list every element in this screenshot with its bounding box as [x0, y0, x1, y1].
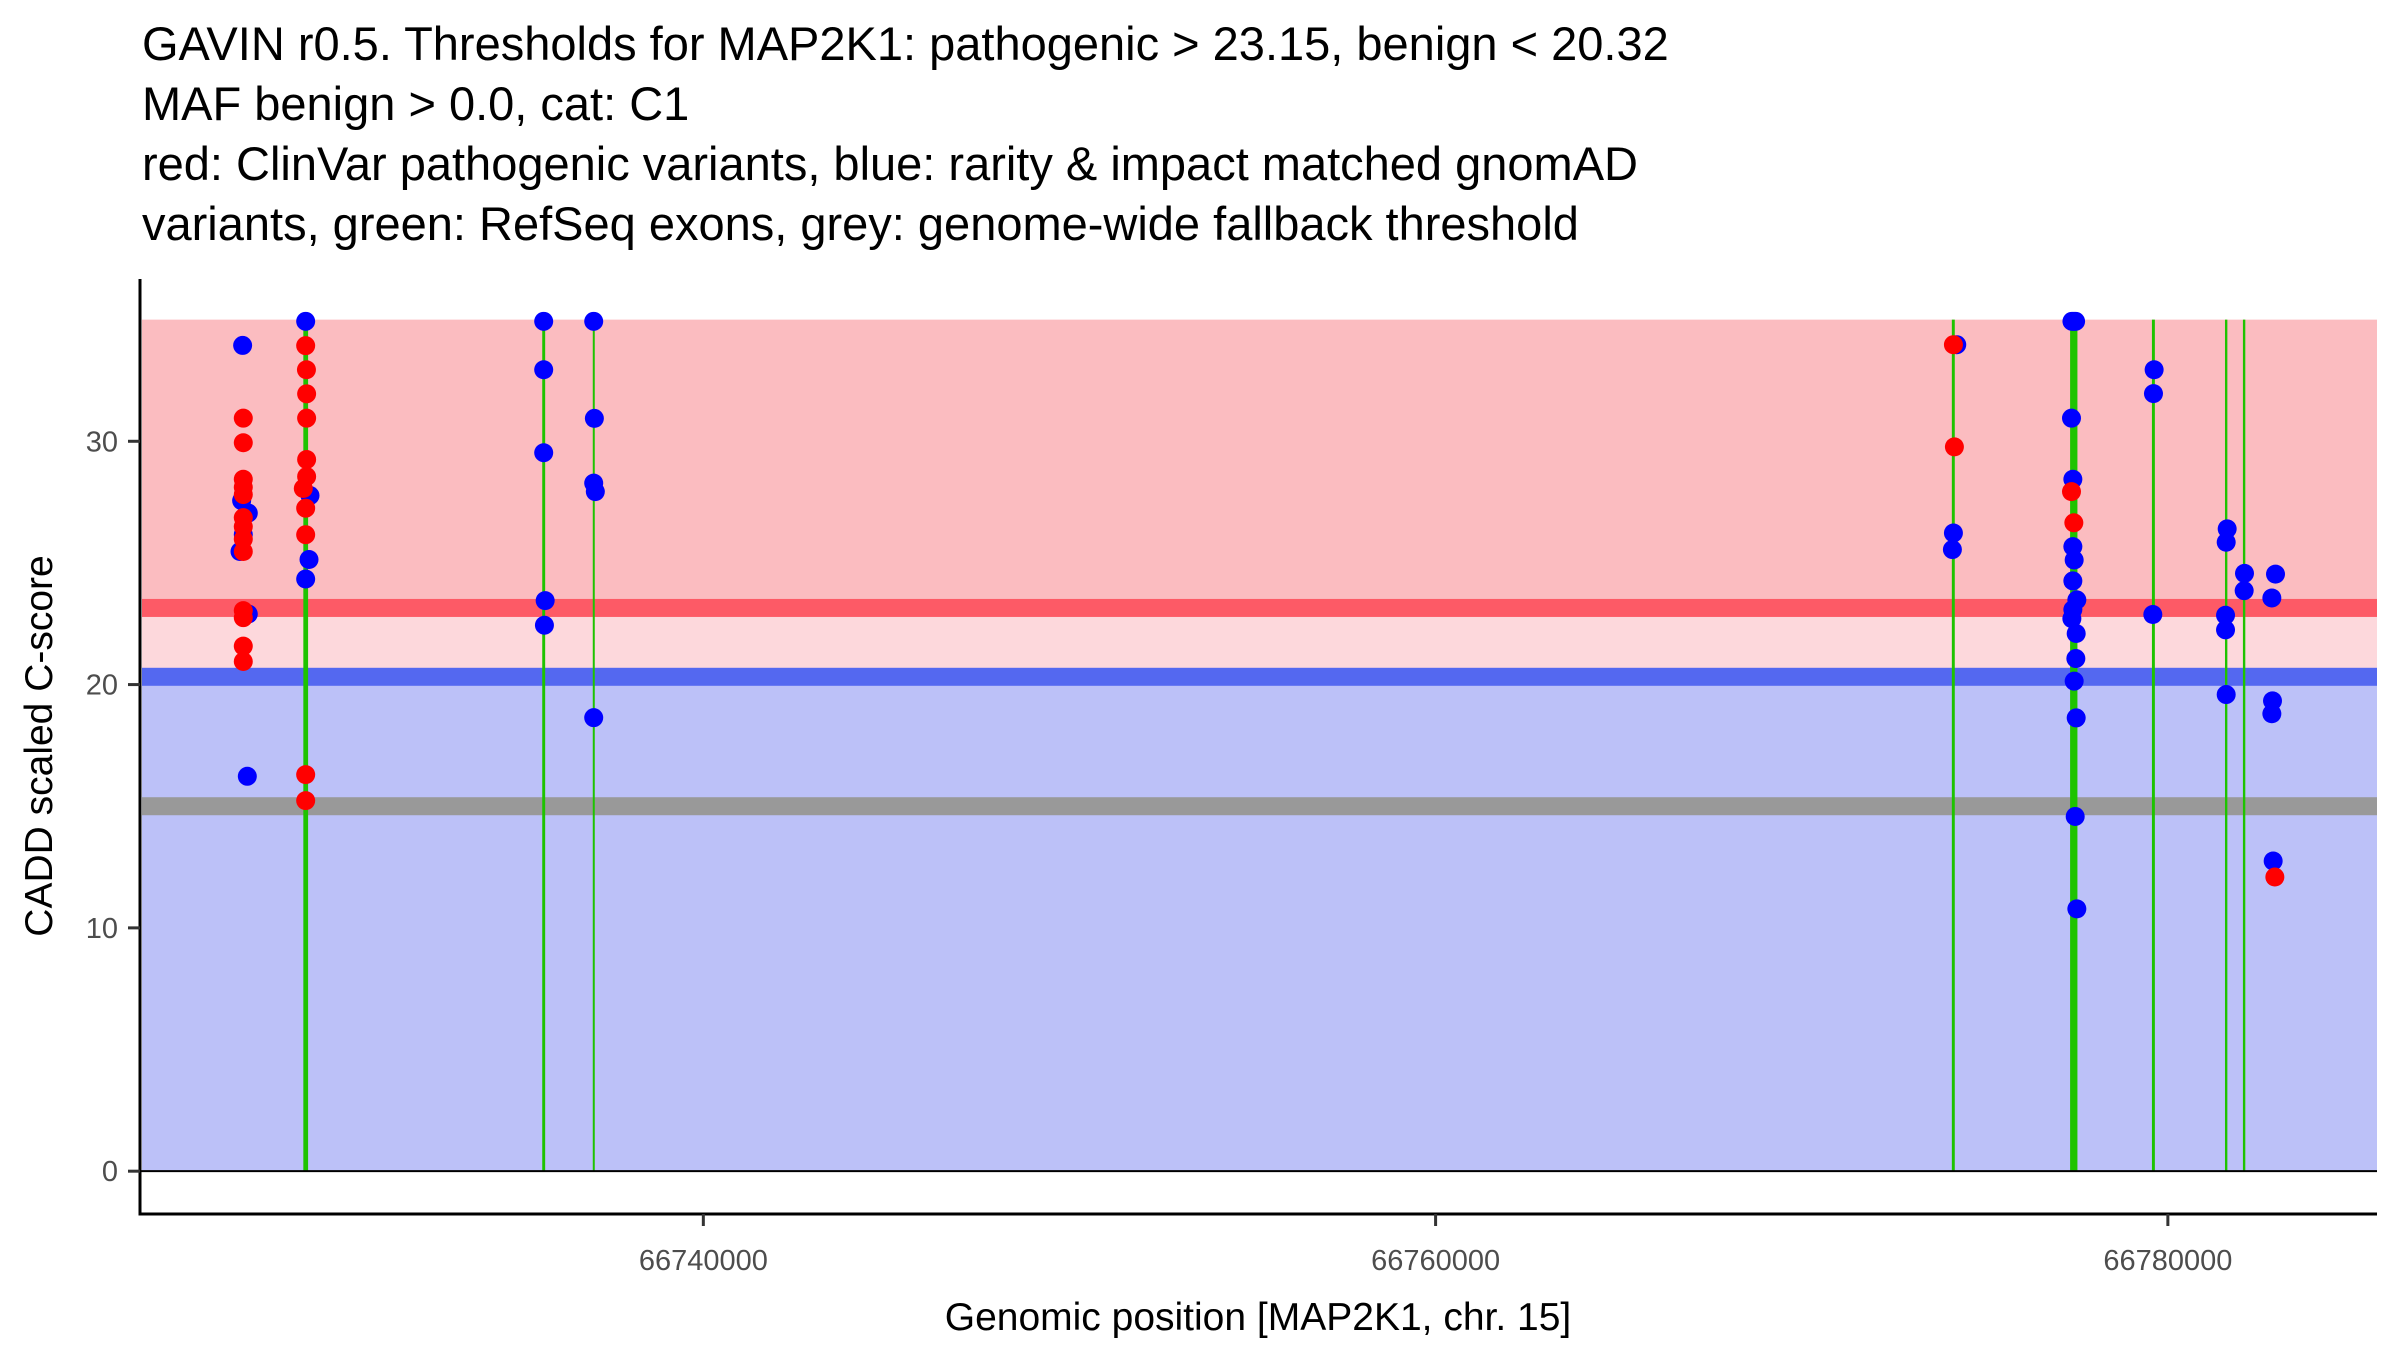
x-tick-label: 66760000: [1371, 1245, 1500, 1277]
y-tick-label: 10: [86, 913, 118, 945]
x-tick-label: 66780000: [2103, 1245, 2232, 1277]
variant-points: [230, 311, 2286, 919]
clinvar-point: [233, 433, 253, 453]
clinvar-point: [233, 636, 253, 656]
clinvar-point: [293, 478, 313, 498]
gnomad-point: [2066, 623, 2086, 643]
pathogenic-threshold-line: [142, 598, 2377, 617]
gnomad-point: [2062, 609, 2082, 629]
clinvar-point: [296, 765, 316, 785]
gnomad-point: [296, 311, 316, 331]
axes: [128, 279, 2377, 1226]
gnomad-point: [534, 443, 554, 463]
gnomad-point: [2066, 311, 2086, 331]
exon-line: [542, 319, 546, 1172]
gnomad-point: [534, 360, 554, 380]
gnomad-point: [584, 408, 604, 428]
gnomad-point: [2067, 899, 2087, 919]
clinvar-point: [233, 408, 253, 428]
gnomad-point: [2216, 532, 2236, 552]
gnomad-point: [2066, 649, 2086, 669]
threshold-bands: [142, 319, 2377, 1172]
exon-line: [303, 319, 309, 1172]
clinvar-point: [296, 791, 316, 811]
gnomad-point: [2064, 671, 2084, 691]
clinvar-point: [296, 525, 316, 545]
pathogenic-region: [142, 319, 2377, 608]
gnomad-point: [535, 591, 555, 611]
title-line-1: GAVIN r0.5. Thresholds for MAP2K1: patho…: [142, 17, 1669, 70]
gnomad-point: [2143, 605, 2163, 625]
exon-line: [1951, 319, 1955, 1172]
exon-line: [2070, 319, 2078, 1172]
exon-lines: [303, 319, 2246, 1172]
gnomad-point: [2263, 851, 2283, 871]
clinvar-point: [296, 336, 316, 356]
chart-title: GAVIN r0.5. Thresholds for MAP2K1: patho…: [142, 17, 1669, 250]
title-line-4: variants, green: RefSeq exons, grey: gen…: [142, 197, 1579, 250]
gnomad-point: [2063, 571, 2083, 591]
clinvar-point: [297, 450, 317, 470]
gnomad-point: [1942, 540, 1962, 560]
gnomad-point: [2262, 588, 2282, 608]
gnomad-point: [534, 615, 554, 635]
gnomad-point: [2144, 360, 2164, 380]
clinvar-point: [1944, 437, 1964, 457]
gnomad-point: [2234, 563, 2254, 583]
x-tick-label: 66740000: [639, 1245, 768, 1277]
clinvar-point: [2061, 482, 2081, 502]
exon-line: [2242, 319, 2246, 1172]
gnomad-point: [534, 311, 554, 331]
clinvar-point: [297, 408, 317, 428]
gnomad-point: [2216, 605, 2236, 625]
clinvar-point: [2265, 867, 2285, 887]
gnomad-point: [2065, 806, 2085, 826]
y-tick-label: 0: [102, 1156, 118, 1188]
gnomad-point: [584, 311, 604, 331]
clinvar-point: [297, 384, 317, 404]
fallback-threshold-line: [142, 797, 2377, 816]
clinvar-point: [233, 485, 253, 505]
gnomad-point: [2066, 708, 2086, 728]
gnomad-point: [2061, 408, 2081, 428]
intermediate-region: [142, 607, 2377, 677]
gnomad-point: [2262, 704, 2282, 724]
gnomad-point: [2216, 620, 2236, 640]
benign-region: [142, 676, 2377, 1172]
y-tick-label: 20: [86, 670, 118, 702]
clinvar-point: [2064, 513, 2084, 533]
gnomad-point: [584, 708, 604, 728]
gnomad-point: [2266, 564, 2286, 584]
gnomad-point: [296, 569, 316, 589]
gnomad-point: [2234, 581, 2254, 601]
gnomad-point: [1943, 523, 1963, 543]
gnomad-point: [2216, 685, 2236, 705]
clinvar-point: [233, 541, 253, 561]
benign-threshold-line: [142, 667, 2377, 686]
tick-labels: 0 10 20 30 66740000 66760000 66780000: [86, 426, 2233, 1277]
exon-line: [2224, 319, 2228, 1172]
gnomad-point: [2064, 550, 2084, 570]
clinvar-point: [233, 651, 253, 671]
gnomad-point: [2143, 384, 2163, 404]
clinvar-point: [1943, 335, 1963, 355]
gnomad-point: [299, 550, 319, 570]
clinvar-point: [233, 608, 253, 628]
title-line-3: red: ClinVar pathogenic variants, blue: …: [142, 137, 1638, 190]
exon-line: [2151, 319, 2155, 1172]
clinvar-point: [296, 498, 316, 518]
y-axis-title: CADD scaled C-score: [18, 555, 61, 936]
gnomad-point: [237, 766, 257, 786]
gnomad-point: [585, 482, 605, 502]
x-axis-title: Genomic position [MAP2K1, chr. 15]: [945, 1296, 1571, 1339]
clinvar-point: [296, 360, 316, 380]
y-tick-label: 30: [86, 426, 118, 458]
exon-line: [592, 319, 595, 1172]
title-line-2: MAF benign > 0.0, cat: C1: [142, 77, 689, 130]
gnomad-point: [233, 335, 253, 355]
